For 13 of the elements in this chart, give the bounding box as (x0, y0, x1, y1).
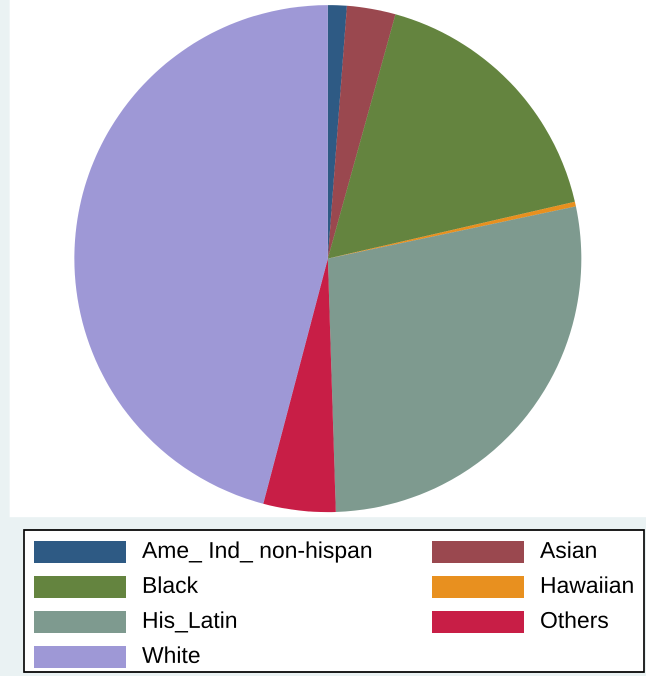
pie-slice (328, 202, 576, 259)
pie-slice (328, 206, 582, 512)
legend-label: Ame_ Ind_ non-hispan (142, 541, 372, 563)
legend-label: His_Latin (144, 611, 236, 632)
legend-label: White (142, 646, 200, 664)
legend-label: Asian (540, 541, 596, 558)
pie-slice (263, 258, 336, 512)
legend-label: Hawaiian (542, 576, 633, 594)
pie-slice (328, 14, 575, 259)
legend-label: Black (144, 576, 198, 594)
legend-label: Others (541, 611, 608, 628)
pie-slice (328, 6, 396, 259)
pie-slice (74, 5, 328, 504)
